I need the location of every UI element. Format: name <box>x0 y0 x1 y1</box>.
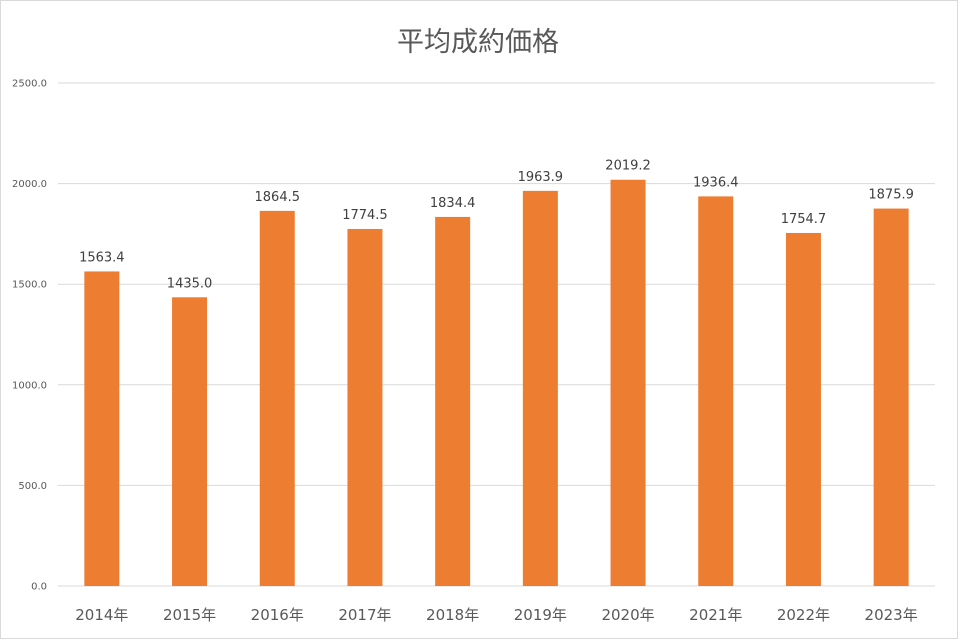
x-tick-label-0: 2014年 <box>75 606 128 624</box>
y-axis-tick-labels: 0.0 500.0 1000.0 1500.0 2000.0 2500.0 <box>12 79 47 593</box>
y-tick-label-1: 500.0 <box>18 481 47 492</box>
bar-6 <box>610 179 646 587</box>
data-label-7: 1936.4 <box>693 175 739 190</box>
y-tick-label-3: 1500.0 <box>12 280 47 291</box>
x-axis-tick-labels: 2014年 2015年 2016年 2017年 2018年 2019年 2020年 2021年… <box>75 606 917 624</box>
x-tick-label-6: 2020年 <box>601 606 654 624</box>
data-label-0: 1563.4 <box>79 250 125 265</box>
x-tick-label-3: 2017年 <box>338 606 391 624</box>
bar-2 <box>259 210 295 586</box>
bar-4 <box>435 216 471 587</box>
y-tick-label-2: 1000.0 <box>12 380 47 391</box>
x-tick-label-7: 2021年 <box>689 606 742 624</box>
bar-5 <box>522 190 558 586</box>
data-label-2: 1864.5 <box>255 190 301 205</box>
bar-9 <box>873 208 909 587</box>
bar-8 <box>785 232 821 587</box>
bar-0 <box>84 271 120 586</box>
y-tick-label-4: 2000.0 <box>12 179 47 190</box>
y-tick-label-0: 0.0 <box>31 582 47 593</box>
x-tick-label-2: 2016年 <box>251 606 304 624</box>
data-label-5: 1963.9 <box>518 170 564 185</box>
y-tick-label-5: 2500.0 <box>12 79 47 90</box>
x-tick-label-8: 2022年 <box>777 606 830 624</box>
data-label-9: 1875.9 <box>868 188 914 203</box>
x-tick-label-9: 2023年 <box>865 606 918 624</box>
bar-7 <box>698 196 734 587</box>
data-label-8: 1754.7 <box>781 212 827 227</box>
bars <box>84 179 909 587</box>
bar-1 <box>172 297 208 586</box>
data-label-3: 1774.5 <box>342 208 388 223</box>
data-label-6: 2019.2 <box>605 159 651 174</box>
bar-3 <box>347 228 383 587</box>
data-labels: 1563.4 1435.0 1864.5 1774.5 1834.4 1963.9 2019… <box>79 159 914 292</box>
x-tick-label-1: 2015年 <box>163 606 216 624</box>
chart-title: 平均成約価格 <box>397 27 559 58</box>
x-tick-label-4: 2018年 <box>426 606 479 624</box>
data-label-4: 1834.4 <box>430 196 476 211</box>
x-tick-label-5: 2019年 <box>514 606 567 624</box>
data-label-1: 1435.0 <box>167 276 213 291</box>
